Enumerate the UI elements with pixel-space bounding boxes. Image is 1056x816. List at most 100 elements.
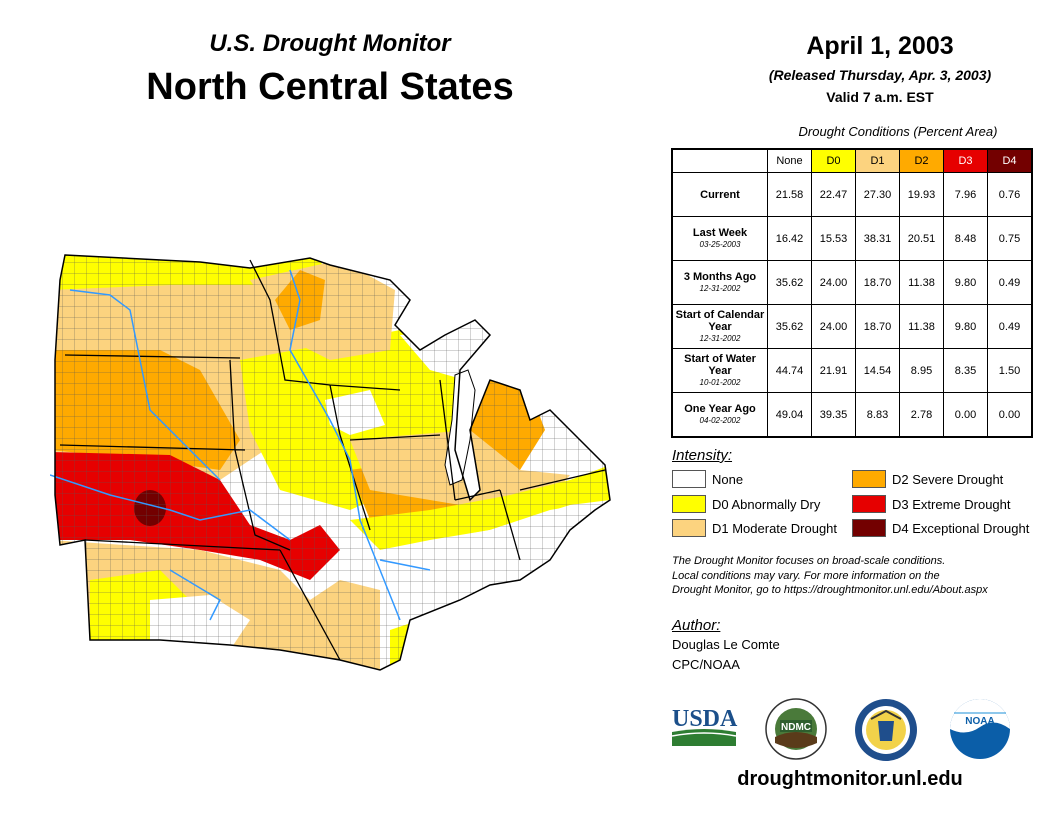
table-cell: 24.00: [811, 260, 856, 305]
table-cell: 11.38: [899, 304, 944, 349]
table-cell: 9.80: [943, 304, 988, 349]
legend-item-none: None: [672, 470, 743, 488]
table-cell: 1.50: [987, 348, 1033, 393]
row-date: 04-02-2002: [699, 415, 741, 425]
table-cell: 24.00: [811, 304, 856, 349]
region-outline: [54, 254, 611, 671]
col-header-d4: D4: [987, 148, 1033, 173]
legend-swatch: [852, 519, 886, 537]
row-label-text: Start of Calendar Year: [675, 308, 765, 333]
table-corner: [672, 149, 768, 173]
col-header-d0: D0: [811, 148, 856, 173]
noaa-logo-text: NOAA: [965, 716, 994, 727]
table-cell: 35.62: [767, 304, 812, 349]
table-cell: 20.51: [899, 216, 944, 261]
table-cell: 8.95: [899, 348, 944, 393]
table-header-row: None D0 D1 D2 D3 D4: [672, 148, 1033, 173]
legend-swatch: [672, 495, 706, 513]
table-cell: 11.38: [899, 260, 944, 305]
table-cell: 35.62: [767, 260, 812, 305]
table-cell: 18.70: [855, 304, 900, 349]
table-cell: 0.76: [987, 172, 1033, 217]
row-label-text: Start of Water Year: [684, 352, 756, 377]
row-label-text: Current: [700, 188, 740, 201]
table-row: One Year Ago 04-02-2002 49.04 39.35 8.83 …: [671, 392, 1033, 438]
row-label: Last Week 03-25-2003: [671, 216, 768, 261]
table-cell: 7.96: [943, 172, 988, 217]
row-label: Current: [671, 172, 768, 217]
table-cell: 0.00: [987, 392, 1033, 438]
legend-item-d4: D4 Exceptional Drought: [852, 519, 1029, 537]
table-cell: 21.91: [811, 348, 856, 393]
table-cell: 49.04: [767, 392, 812, 438]
note-line: Drought Monitor, go to https://droughtmo…: [672, 584, 988, 596]
ndmc-logo: NDMC: [765, 698, 827, 760]
legend-label: None: [712, 471, 744, 487]
table-cell: 22.47: [811, 172, 856, 217]
table-row: 3 Months Ago 12-31-2002 35.62 24.00 18.70…: [671, 260, 1033, 305]
row-date: 03-25-2003: [699, 239, 741, 249]
col-header-d1: D1: [855, 148, 900, 173]
legend-item-d3: D3 Extreme Drought: [852, 495, 1011, 513]
table-cell: 2.78: [899, 392, 944, 438]
table-cell: 39.35: [811, 392, 856, 438]
table-cell: 38.31: [855, 216, 900, 261]
drought-conditions-table: None D0 D1 D2 D3 D4 Current 21.58 22.47 …: [671, 148, 1033, 438]
author-label: Author:: [672, 617, 721, 634]
row-label-text: Last Week: [692, 226, 748, 239]
table-cell: 8.83: [855, 392, 900, 438]
map-date: April 1, 2003: [806, 32, 954, 60]
usda-logo: USDA: [671, 706, 738, 746]
release-date: (Released Thursday, Apr. 3, 2003): [768, 67, 992, 83]
legend-item-d0: D0 Abnormally Dry: [672, 495, 820, 513]
table-cell: 8.48: [943, 216, 988, 261]
legend-swatch: [852, 470, 886, 488]
state-boundaries: [59, 259, 606, 661]
table-cell: 0.75: [987, 216, 1033, 261]
col-header-d3: D3: [943, 148, 988, 173]
row-label: Start of Water Year 10-01-2002: [671, 348, 768, 393]
map-title: North Central States: [146, 66, 514, 108]
table-cell: 14.54: [855, 348, 900, 393]
table-cell: 19.93: [899, 172, 944, 217]
drought-map: [50, 254, 611, 671]
valid-time: Valid 7 a.m. EST: [826, 89, 934, 105]
county-grid: [55, 255, 610, 670]
row-date: 12-31-2002: [699, 283, 741, 293]
legend-label: D4 Exceptional Drought: [892, 520, 1030, 536]
table-row: Start of Calendar Year 12-31-2002 35.62 2…: [671, 304, 1033, 349]
table-cell: 21.58: [767, 172, 812, 217]
table-cell: 0.49: [987, 304, 1033, 349]
usda-logo-text: USDA: [672, 706, 738, 732]
legend-item-d1: D1 Moderate Drought: [672, 519, 837, 537]
commerce-seal-logo: [855, 699, 917, 761]
table-cell: 0.00: [943, 392, 988, 438]
table-row: Last Week 03-25-2003 16.42 15.53 38.31 20…: [671, 216, 1033, 261]
table-cell: 18.70: [855, 260, 900, 305]
author-name: Douglas Le Comte: [672, 637, 780, 652]
row-label: Start of Calendar Year 12-31-2002: [671, 304, 768, 349]
row-label: 3 Months Ago 12-31-2002: [671, 260, 768, 305]
legend-label: D3 Extreme Drought: [892, 496, 1011, 512]
row-label-text: 3 Months Ago: [683, 270, 757, 283]
legend-item-d2: D2 Severe Drought: [852, 470, 1003, 488]
legend-label: D2 Severe Drought: [892, 471, 1004, 487]
footer-url[interactable]: droughtmonitor.unl.edu: [737, 768, 963, 790]
table-cell: 16.42: [767, 216, 812, 261]
noaa-logo: NOAA: [950, 699, 1010, 759]
col-header-none: None: [767, 148, 812, 173]
table-cell: 0.49: [987, 260, 1033, 305]
ndmc-logo-text: NDMC: [781, 722, 811, 733]
legend-label: D1 Moderate Drought: [712, 520, 838, 536]
table-cell: 9.80: [943, 260, 988, 305]
map-subtitle: U.S. Drought Monitor: [209, 30, 451, 57]
legend-swatch: [672, 519, 706, 537]
note-line: The Drought Monitor focuses on broad-sca…: [672, 555, 946, 567]
row-date: 12-31-2002: [699, 333, 741, 343]
table-cell: 27.30: [855, 172, 900, 217]
table-cell: 15.53: [811, 216, 856, 261]
disclaimer-note: The Drought Monitor focuses on broad-sca…: [672, 554, 1042, 598]
legend-swatch: [852, 495, 886, 513]
note-line: Local conditions may vary. For more info…: [672, 569, 940, 582]
row-label-text: One Year Ago: [684, 402, 756, 415]
